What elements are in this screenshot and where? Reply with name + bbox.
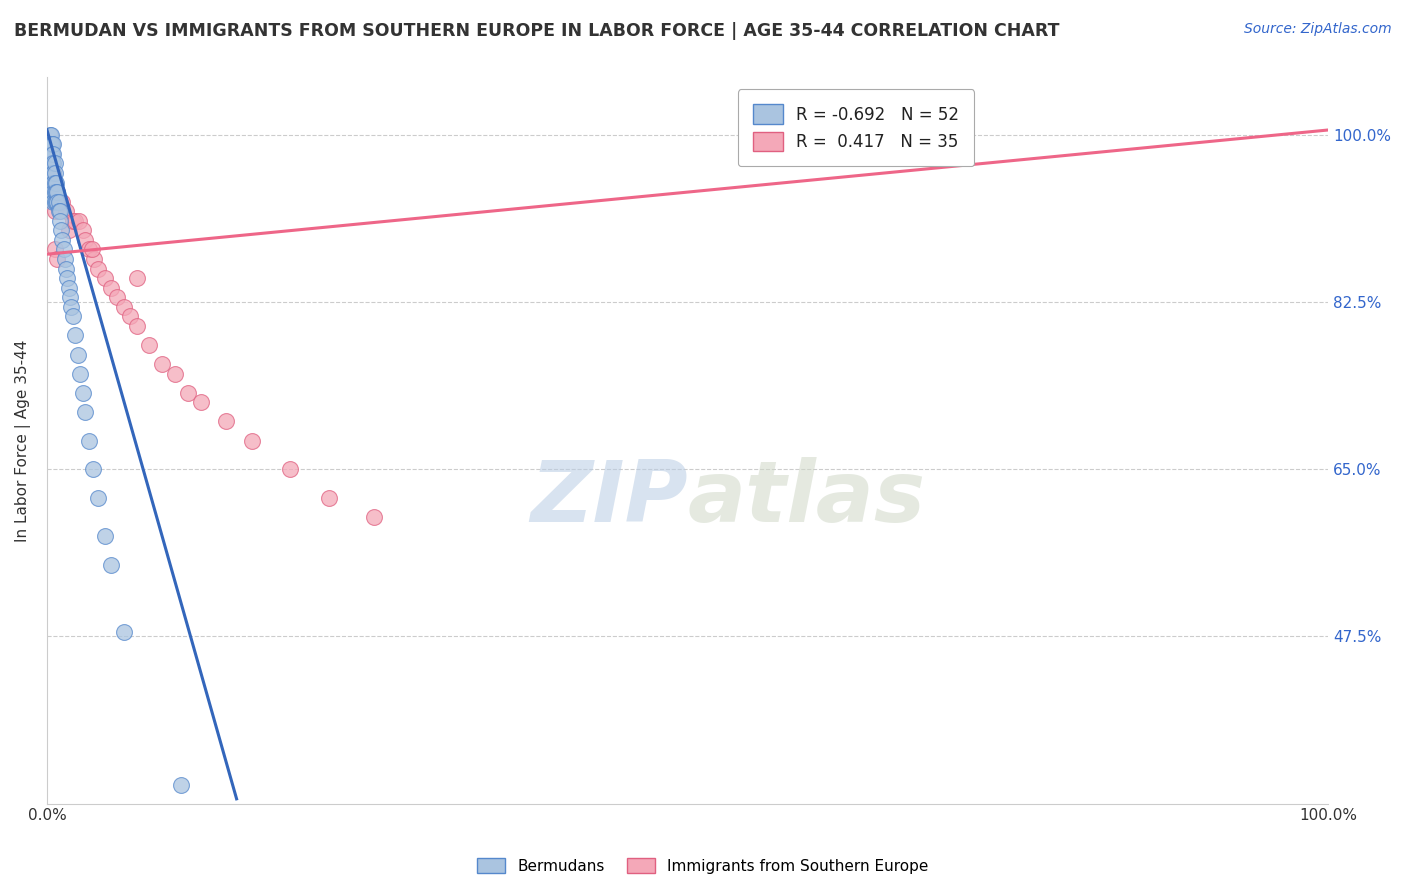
Point: [58, 223, 80, 237]
Point: [63, 213, 86, 227]
Point: [42, 166, 65, 180]
Point: [42, 176, 65, 190]
Point: [48, 194, 70, 209]
Point: [60, 300, 83, 314]
Point: [42, 194, 65, 209]
Point: [44, 204, 66, 219]
Point: [215, 414, 238, 428]
Text: BERMUDAN VS IMMIGRANTS FROM SOUTHERN EUROPE IN LABOR FORCE | AGE 35-44 CORRELATI: BERMUDAN VS IMMIGRANTS FROM SOUTHERN EUR…: [14, 22, 1060, 40]
Point: [44, 194, 66, 209]
Point: [165, 367, 187, 381]
Point: [42, 185, 65, 199]
Point: [42, 166, 65, 180]
Point: [177, 385, 200, 400]
Legend: Bermudans, Immigrants from Southern Europe: Bermudans, Immigrants from Southern Euro…: [471, 852, 935, 880]
Point: [46, 252, 69, 266]
Point: [39, 128, 62, 142]
Point: [83, 252, 105, 266]
Point: [42, 147, 65, 161]
Point: [240, 434, 263, 448]
Point: [44, 156, 66, 170]
Point: [87, 261, 110, 276]
Point: [42, 137, 65, 152]
Point: [42, 156, 65, 170]
Point: [72, 385, 94, 400]
Point: [80, 243, 103, 257]
Point: [112, 624, 135, 639]
Point: [150, 357, 173, 371]
Point: [100, 558, 122, 572]
Point: [44, 243, 66, 257]
Point: [49, 194, 72, 209]
Point: [77, 434, 100, 448]
Point: [63, 328, 86, 343]
Y-axis label: In Labor Force | Age 35-44: In Labor Force | Age 35-44: [15, 339, 31, 541]
Point: [38, 128, 60, 142]
Point: [58, 280, 80, 294]
Point: [41, 166, 63, 180]
Text: ZIP: ZIP: [530, 457, 688, 541]
Point: [87, 491, 110, 505]
Point: [138, 338, 160, 352]
Legend: R = -0.692   N = 52, R =  0.417   N = 35: R = -0.692 N = 52, R = 0.417 N = 35: [738, 89, 974, 166]
Point: [49, 213, 72, 227]
Point: [62, 213, 84, 227]
Point: [82, 462, 104, 476]
Point: [280, 462, 302, 476]
Point: [48, 204, 70, 219]
Point: [56, 271, 79, 285]
Point: [51, 233, 73, 247]
Point: [39, 137, 62, 152]
Point: [53, 252, 76, 266]
Point: [44, 185, 66, 199]
Point: [363, 510, 385, 524]
Point: [41, 147, 63, 161]
Point: [55, 261, 77, 276]
Point: [93, 271, 115, 285]
Point: [318, 491, 340, 505]
Point: [107, 290, 129, 304]
Point: [66, 347, 89, 361]
Point: [125, 271, 148, 285]
Point: [170, 777, 193, 791]
Point: [46, 185, 69, 199]
Point: [41, 137, 63, 152]
Point: [72, 223, 94, 237]
Point: [69, 367, 91, 381]
Point: [100, 280, 122, 294]
Point: [39, 147, 62, 161]
Point: [62, 310, 84, 324]
Point: [77, 243, 100, 257]
Point: [38, 137, 60, 152]
Point: [49, 204, 72, 219]
Point: [59, 290, 82, 304]
Point: [93, 529, 115, 543]
Point: [55, 204, 77, 219]
Point: [46, 194, 69, 209]
Point: [52, 243, 75, 257]
Point: [45, 176, 67, 190]
Point: [44, 176, 66, 190]
Point: [112, 300, 135, 314]
Point: [67, 213, 90, 227]
Point: [75, 405, 97, 419]
Point: [49, 223, 72, 237]
Point: [45, 185, 67, 199]
Point: [120, 310, 142, 324]
Point: [190, 395, 212, 409]
Point: [44, 166, 66, 180]
Text: Source: ZipAtlas.com: Source: ZipAtlas.com: [1244, 22, 1392, 37]
Point: [46, 185, 69, 199]
Point: [45, 194, 67, 209]
Point: [75, 233, 97, 247]
Point: [51, 194, 73, 209]
Point: [41, 156, 63, 170]
Point: [125, 318, 148, 333]
Text: atlas: atlas: [688, 457, 925, 541]
